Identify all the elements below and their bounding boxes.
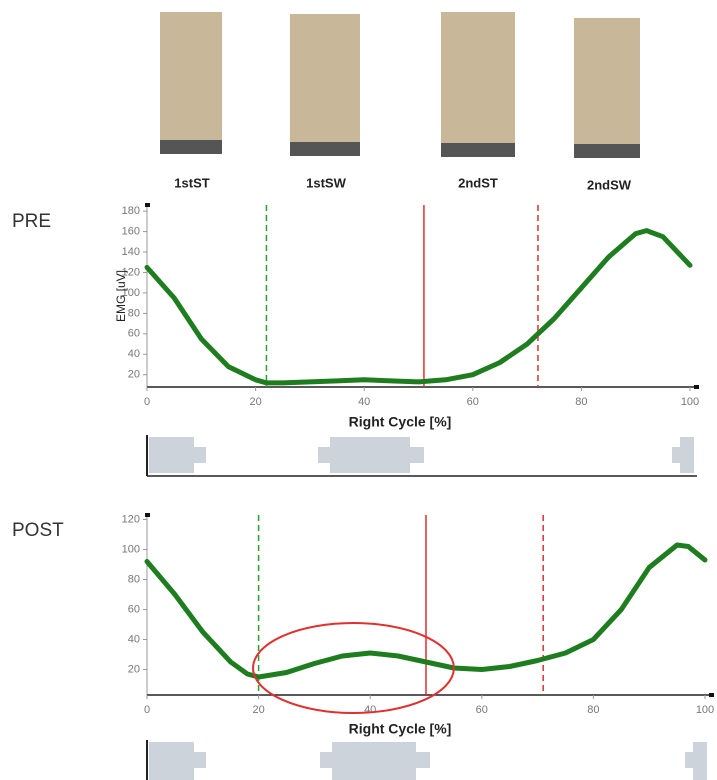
x-tick-label: 100 [696, 704, 714, 716]
photo [160, 12, 222, 154]
y-tick-label: 60 [128, 603, 140, 615]
y-tick-label: 100 [122, 543, 140, 555]
photo-floor [441, 143, 515, 157]
y-tick-label: 80 [128, 307, 140, 319]
phase-label: 1stSW [306, 175, 346, 190]
y-tick-label: 180 [122, 205, 140, 217]
axis-cap [694, 385, 699, 389]
photo-floor [160, 140, 222, 154]
x-tick-label: 20 [252, 704, 264, 716]
photo-floor [574, 144, 640, 158]
x-tick-label: 0 [144, 704, 150, 716]
y-tick-label: 40 [128, 348, 140, 360]
axis-cap [145, 513, 150, 517]
y-tick-label: 60 [128, 328, 140, 340]
x-axis-label: Right Cycle [%] [349, 721, 452, 737]
axis-cap [709, 693, 714, 697]
x-tick-label: 100 [681, 396, 699, 408]
y-tick-label: 160 [122, 225, 140, 237]
photo [574, 18, 640, 158]
x-tick-label: 0 [144, 396, 150, 408]
panel-title: POST [12, 520, 64, 541]
x-tick-label: 80 [575, 396, 587, 408]
photo [290, 14, 360, 156]
x-tick-label: 20 [249, 396, 261, 408]
highlight-ellipse [253, 623, 454, 713]
x-tick-label: 60 [476, 704, 488, 716]
figure: 1stST 1stSW 2ndST 2ndSW PRE 20 40 60 80 100 12… [0, 0, 717, 780]
x-tick-label: 40 [364, 704, 376, 716]
contact-bar [147, 740, 707, 780]
phase-label: 2ndST [458, 175, 498, 190]
axis-cap [145, 203, 150, 207]
photo-floor [290, 142, 360, 156]
x-axis-label: Right Cycle [%] [349, 414, 452, 430]
y-tick-label: 40 [128, 633, 140, 645]
phase-label: 2ndSW [587, 177, 632, 192]
y-axis-label: EMG [uV] [114, 270, 128, 322]
y-tick-label: 80 [128, 573, 140, 585]
phase-label: 1stST [174, 175, 209, 190]
y-tick-label: 120 [122, 513, 140, 525]
photo [441, 12, 515, 157]
photos [160, 12, 640, 158]
x-tick-label: 40 [358, 396, 370, 408]
x-tick-label: 60 [467, 396, 479, 408]
panel-title: PRE [12, 211, 51, 232]
y-tick-label: 140 [122, 246, 140, 258]
y-tick-label: 20 [128, 369, 140, 381]
x-tick-label: 80 [587, 704, 599, 716]
emg-line [147, 231, 690, 383]
y-tick-label: 20 [128, 663, 140, 675]
contact-bar [147, 435, 697, 476]
